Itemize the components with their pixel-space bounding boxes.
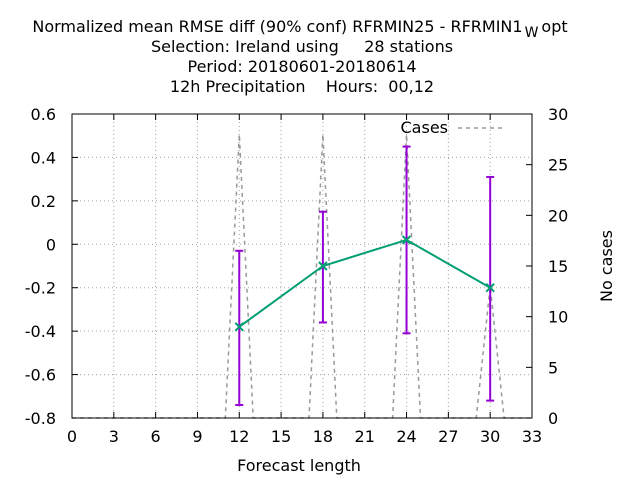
plot-frame xyxy=(71,113,533,419)
x-tick-label: 18 xyxy=(313,427,333,446)
y-tick-label: 0.6 xyxy=(31,105,56,124)
grid xyxy=(72,114,532,418)
y2-tick-label: 20 xyxy=(548,206,568,225)
x-tick-label: 21 xyxy=(355,427,375,446)
legend-label-cases: Cases xyxy=(401,118,449,137)
chart-title-line-3: Period: 20180601-20180614 xyxy=(187,57,416,76)
x-tick-label: 33 xyxy=(522,427,542,446)
y2-tick-label: 5 xyxy=(548,358,558,377)
y2-tick-label: 30 xyxy=(548,105,568,124)
x-tick-label: 3 xyxy=(109,427,119,446)
x-tick-label: 27 xyxy=(438,427,458,446)
x-tick-label: 30 xyxy=(480,427,500,446)
axis-ticks: 0 3 6 9 12 15 18 21 24 27 30 33 -0.8 -0.6 -0.4 -0.2 0 0.2… xyxy=(25,105,569,446)
y-tick-label: -0.6 xyxy=(25,366,56,385)
x-axis-label: Forecast length xyxy=(237,456,361,475)
chart-title-text: Normalized mean RMSE diff (90% conf) RFR… xyxy=(32,17,522,36)
cases-line xyxy=(72,134,532,419)
chart-title-line-4: 12h Precipitation Hours: 00,12 xyxy=(170,77,434,96)
y-tick-label: 0.4 xyxy=(31,148,56,167)
x-tick-label: 9 xyxy=(192,427,202,446)
y2-axis-label: No cases xyxy=(597,230,616,302)
y2-tick-label: 0 xyxy=(548,409,558,428)
x-tick-label: 12 xyxy=(229,427,249,446)
data-point xyxy=(485,283,495,293)
chart-title-line-1: Normalized mean RMSE diff (90% conf) RFR… xyxy=(32,17,567,41)
y2-tick-label: 15 xyxy=(548,257,568,276)
plot-series xyxy=(72,134,532,419)
y-tick-label: -0.2 xyxy=(25,279,56,298)
x-tick-label: 24 xyxy=(396,427,416,446)
y2-tick-label: 25 xyxy=(548,156,568,175)
chart-title-line-2: Selection: Ireland using 28 stations xyxy=(151,37,453,56)
x-tick-label: 0 xyxy=(67,427,77,446)
data-point xyxy=(234,322,244,332)
y-tick-label: 0 xyxy=(46,235,56,254)
data-point xyxy=(401,235,412,245)
x-tick-label: 6 xyxy=(151,427,161,446)
y-tick-label: -0.8 xyxy=(25,409,56,428)
x-tick-label: 15 xyxy=(271,427,291,446)
y2-tick-label: 10 xyxy=(548,308,568,327)
legend: Cases xyxy=(401,118,506,137)
y-tick-label: 0.2 xyxy=(31,192,56,211)
chart-title-suffix: opt xyxy=(541,17,567,36)
chart-title-subscript: W xyxy=(525,25,539,41)
y-tick-label: -0.4 xyxy=(25,322,56,341)
rmse-line xyxy=(238,238,491,328)
data-point xyxy=(318,261,328,271)
